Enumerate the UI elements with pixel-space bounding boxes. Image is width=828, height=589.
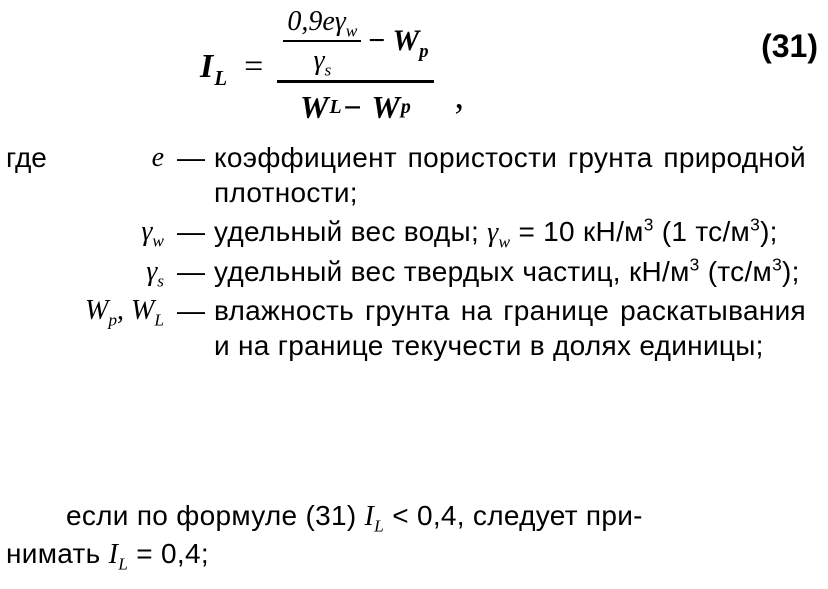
lhs-var: I: [200, 48, 214, 85]
page: (31) IL = 0,9eγw γs: [0, 0, 828, 589]
inner-num: 0,9eγw: [283, 4, 361, 39]
inner-num-text: 0,9eγ: [287, 6, 345, 37]
def-symbol: γs: [68, 254, 168, 289]
sym-sep: ,: [117, 295, 131, 326]
t: (тс/м: [700, 256, 772, 287]
t: );: [782, 256, 800, 287]
t: нимать: [6, 538, 109, 569]
fraction-numerator: 0,9eγw γs − Wp: [277, 4, 434, 78]
t: удельный вес воды;: [214, 216, 487, 247]
t: = 0,4;: [128, 538, 209, 569]
t: I: [365, 501, 375, 532]
sym-w-sub: p: [108, 311, 117, 330]
definitions: где e — коэффициент пористости грунта пр…: [0, 140, 820, 367]
fraction-outer: 0,9eγw γs − Wp WL − Wp: [277, 4, 434, 130]
sym-w2-sub: L: [154, 311, 164, 330]
sym-e: e: [152, 142, 164, 173]
equation-comma: ,: [454, 73, 464, 121]
def-symbol: e: [68, 140, 168, 175]
inner-bar: [283, 40, 361, 42]
t: если по формуле (31): [66, 500, 365, 531]
def-symbol: γw: [68, 214, 168, 249]
def-lead-word: где: [0, 140, 68, 175]
equation-number: (31): [761, 26, 818, 66]
def-dash: —: [168, 214, 214, 249]
equation-body: IL = 0,9eγw γs − Wp: [200, 4, 464, 130]
tail-line-2: нимать IL = 0,4;: [6, 536, 816, 572]
def-text: влажность грунта на границе раска­тывани…: [214, 293, 820, 363]
def-row: где e — коэффициент пористости грунта пр…: [0, 140, 820, 210]
def-text: удельный вес твердых частиц, кН/м3 (тс/м…: [214, 254, 820, 289]
t: L: [118, 555, 128, 574]
inner-den: γs: [309, 43, 335, 78]
t: удельный вес твердых частиц, кН/м: [214, 256, 690, 287]
t: (1 тс/м: [654, 216, 750, 247]
def-text: удельный вес воды; γw = 10 кН/м3 (1 тс/м…: [214, 214, 820, 250]
fraction-inner: 0,9eγw γs: [283, 4, 361, 78]
sym-w: W: [85, 295, 108, 326]
sym-w2: W: [131, 295, 154, 326]
t: );: [760, 216, 778, 247]
t: I: [109, 539, 119, 570]
t: < 0,4, следует при-: [384, 500, 643, 531]
den-left: W: [300, 87, 329, 127]
def-dash: —: [168, 140, 214, 175]
num-right-text: − W: [367, 24, 419, 57]
sym-gamma-sub: s: [157, 272, 164, 291]
fraction-denominator: WL − Wp: [294, 84, 418, 130]
t: = 10 кН/м: [510, 216, 643, 247]
lhs-sub: L: [214, 66, 228, 90]
t: 3: [750, 215, 760, 235]
def-symbol: Wp, WL: [20, 293, 168, 328]
equation-lhs: IL: [200, 46, 228, 89]
num-right: − Wp: [367, 22, 428, 60]
t: 3: [772, 255, 782, 275]
sym-gamma-sub: w: [152, 232, 164, 251]
def-dash: —: [168, 254, 214, 289]
sym-gamma: γ: [141, 216, 152, 247]
t: 3: [644, 215, 654, 235]
t: γ: [487, 217, 498, 248]
inner-num-sub: w: [346, 22, 358, 41]
t: 3: [690, 255, 700, 275]
tail-line-1: если по формуле (31) IL < 0,4, следует п…: [6, 498, 816, 534]
equation-row: (31) IL = 0,9eγw γs: [0, 4, 828, 134]
inner-den-sub: s: [324, 61, 331, 80]
den-mid: − W: [343, 87, 401, 127]
num-right-sub: p: [419, 41, 428, 62]
equals-sign: =: [244, 46, 263, 89]
def-row: Wp, WL — влажность грунта на границе рас…: [0, 293, 820, 363]
def-text: коэффициент пористости грунта природной …: [214, 140, 820, 210]
inner-den-text: γ: [313, 45, 324, 76]
def-row: γw — удельный вес воды; γw = 10 кН/м3 (1…: [0, 214, 820, 250]
t: L: [374, 517, 384, 536]
fraction-bar: [277, 80, 434, 83]
def-dash: —: [168, 293, 214, 328]
def-row: γs — удельный вес твердых частиц, кН/м3 …: [0, 254, 820, 289]
sym-gamma: γ: [146, 256, 157, 287]
t: w: [498, 233, 510, 252]
